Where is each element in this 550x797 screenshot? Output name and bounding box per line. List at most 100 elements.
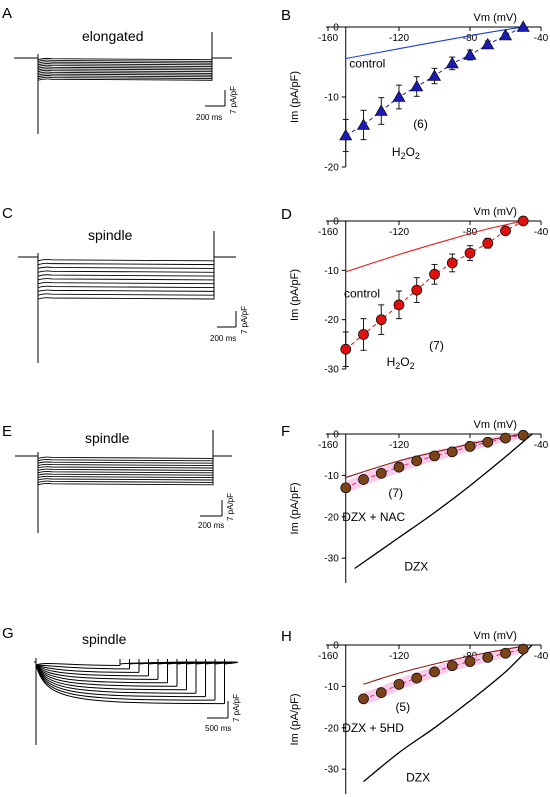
- data-point: [500, 432, 511, 444]
- iv-chart-b: B -160 -120 -80 -40 0 -10 -20 Vm (mV) Im (pA/pF) c…: [281, 7, 549, 174]
- y-axis-title: Im (pA/pF): [289, 269, 301, 321]
- scale-label-time-e: 200 ms: [198, 521, 224, 530]
- scale-label-current-g: 7 pA/pF: [232, 694, 241, 722]
- annotation-part: H: [392, 145, 401, 159]
- x-tick-label: -160: [318, 651, 338, 662]
- y-tick-label: -30: [324, 765, 339, 776]
- annotation-part: 2: [395, 361, 400, 371]
- current-sweep: [34, 661, 225, 705]
- data-point: [356, 118, 371, 130]
- annotation: control: [344, 286, 380, 300]
- annotation: DZX: [404, 560, 428, 574]
- current-sweep: [18, 256, 236, 300]
- current-traces-e: [15, 430, 232, 533]
- data-point: [517, 643, 529, 655]
- y-tick-label: -10: [324, 471, 339, 482]
- data-point: [339, 128, 353, 141]
- current-traces-a: [14, 32, 232, 134]
- x-tick-label: -40: [534, 651, 549, 662]
- scale-label-current-a: 7 pA/pF: [229, 86, 238, 114]
- control-curve: [345, 26, 524, 60]
- current-traces-g: [34, 658, 239, 745]
- scale-label-time-c: 200 ms: [210, 334, 236, 343]
- x-tick-label: -160: [318, 33, 338, 44]
- trace-title-a: elongated: [82, 28, 144, 44]
- annotation: DZX: [406, 771, 430, 785]
- annotation: control: [349, 57, 385, 71]
- annotation: (7): [429, 338, 444, 352]
- control-curve: [345, 220, 524, 273]
- y-tick-label: -20: [324, 723, 339, 734]
- data-point: [393, 461, 405, 473]
- x-axis-title: Vm (mV): [474, 206, 517, 218]
- data-point: [463, 48, 477, 60]
- current-sweep: [15, 455, 232, 460]
- data-point: [392, 90, 406, 102]
- data-point: [517, 215, 529, 227]
- scale-label-current-e: 7 pA/pF: [226, 493, 235, 521]
- x-tick-label: -40: [534, 33, 549, 44]
- annotation: (5): [395, 700, 410, 714]
- fit-line: [345, 220, 524, 350]
- current-sweep: [15, 455, 232, 486]
- y-tick-label: -10: [324, 93, 339, 104]
- data-point: [482, 436, 494, 448]
- data-point: [340, 343, 352, 355]
- data-point: [482, 237, 494, 249]
- data-point: [427, 69, 442, 81]
- data-point: [446, 446, 458, 458]
- data-point: [429, 450, 440, 462]
- data-point: [517, 429, 529, 441]
- trace-title-e: spindle: [85, 430, 130, 446]
- dzx-curve: [354, 433, 533, 570]
- data-point: [429, 268, 440, 280]
- data-point: [464, 656, 476, 667]
- annotation-part: 2: [415, 151, 420, 161]
- scale-bar-e: 200 ms 7 pA/pF: [198, 493, 235, 530]
- data-point: [358, 693, 369, 705]
- y-tick-label: -10: [324, 266, 339, 277]
- data-point: [393, 299, 405, 311]
- control-curve: [363, 645, 524, 685]
- panel-letter: H: [281, 628, 292, 645]
- x-tick-label: -120: [389, 440, 409, 451]
- data-point: [446, 660, 458, 672]
- data-point: [374, 104, 388, 116]
- data-point: [500, 647, 511, 659]
- y-tick-label: -10: [324, 682, 339, 693]
- annotation-part: H: [387, 355, 396, 369]
- annotation: (7): [388, 486, 403, 500]
- dzx-curve: [363, 644, 533, 783]
- panel-letter: F: [281, 423, 290, 440]
- data-point: [375, 314, 387, 326]
- panel-g: G spindle 500 ms 7 pA/pF: [2, 625, 241, 745]
- current-sweep: [14, 57, 232, 61]
- scale-label-time-a: 200 ms: [196, 113, 222, 122]
- data-point: [358, 329, 369, 340]
- scale-bar-a: 200 ms 7 pA/pF: [196, 86, 238, 122]
- y-tick-label: -30: [324, 554, 339, 565]
- data-point: [393, 678, 405, 690]
- x-tick-label: -40: [534, 440, 549, 451]
- panel-a: A elongated 200 ms 7 pA/pF: [2, 5, 238, 134]
- data-point: [375, 467, 387, 479]
- scale-label-time-g: 500 ms: [205, 724, 231, 733]
- x-axis-title: Vm (mV): [474, 630, 517, 642]
- trace-title-g: spindle: [82, 631, 127, 647]
- annotation-part: O: [406, 145, 415, 159]
- annotation: (6): [413, 117, 428, 131]
- x-tick-label: -160: [318, 440, 338, 451]
- panel-c: C spindle 200 ms 7 pA/pF: [2, 205, 249, 363]
- scale-label-current-c: 7 pA/pF: [240, 306, 249, 334]
- data-point: [340, 482, 352, 494]
- y-axis-title: Im (pA/pF): [289, 71, 301, 123]
- annotation-part: 2: [410, 361, 415, 371]
- y-axis-title: Im (pA/pF): [289, 694, 301, 746]
- data-point: [429, 666, 440, 678]
- data-point: [464, 247, 476, 259]
- y-tick-label: 0: [333, 430, 339, 441]
- iv-chart-d: D -160 -120 -80 -40 0 -10 -20 -30 Vm (mV) Im (pA/p…: [281, 206, 549, 376]
- data-point: [464, 441, 476, 452]
